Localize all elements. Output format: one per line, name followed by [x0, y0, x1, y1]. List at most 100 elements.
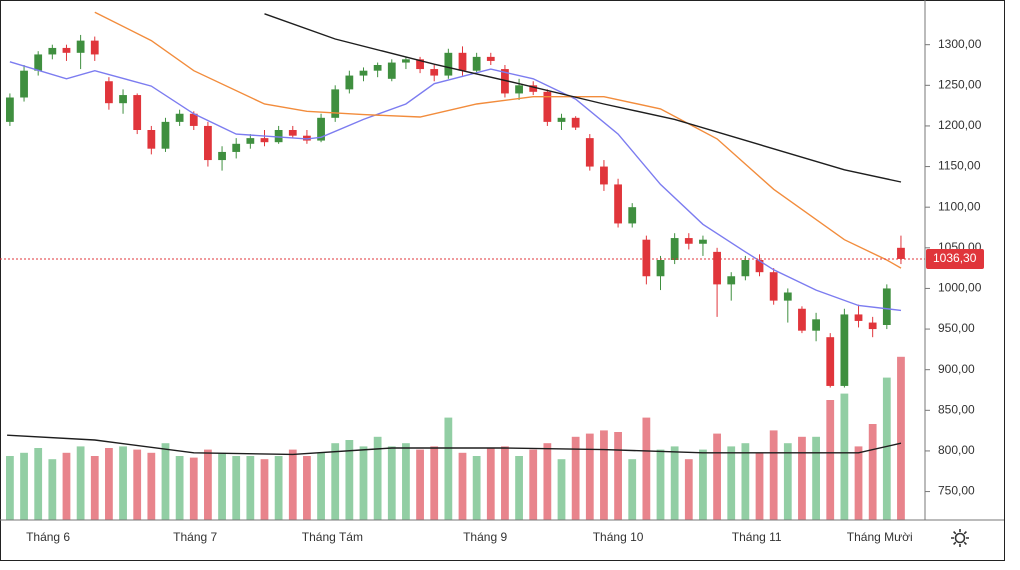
candle-body	[783, 292, 792, 301]
volume-bar	[246, 456, 255, 520]
candle-body	[387, 62, 396, 79]
candle-body	[798, 308, 806, 331]
volume-bar	[826, 400, 835, 520]
volume-bar	[161, 443, 170, 520]
volume-bar	[769, 430, 778, 520]
candle-body	[826, 337, 835, 386]
candle-body	[345, 75, 354, 90]
moving-average-line	[264, 13, 902, 183]
y-tick-label: 850,00	[938, 402, 975, 416]
volume-bar	[303, 456, 311, 520]
candle-body	[458, 52, 467, 71]
volume-bar	[543, 443, 552, 520]
volume-bar	[812, 436, 820, 520]
volume-bar	[317, 452, 325, 520]
volume-bar	[557, 459, 566, 520]
volume-bar	[571, 436, 580, 520]
y-tick-label: 1250,00	[938, 77, 982, 91]
x-tick-label: Tháng 6	[26, 530, 70, 544]
candle-body	[34, 54, 43, 71]
volume-bar	[741, 443, 750, 520]
candle-body	[204, 125, 212, 161]
candle-body	[6, 97, 14, 122]
volume-bar	[189, 457, 198, 520]
volume-bar	[798, 436, 806, 520]
candle-body	[769, 272, 778, 301]
volume-bar	[444, 417, 453, 520]
volume-bar	[34, 448, 43, 520]
y-tick-label: 1300,00	[938, 37, 982, 51]
volume-bar	[274, 456, 283, 520]
candle-body	[147, 130, 156, 149]
candle-body	[303, 135, 311, 141]
candle-body	[543, 91, 552, 122]
volume-bar	[472, 456, 481, 520]
volume-bar	[713, 433, 721, 520]
candle-body	[444, 52, 453, 76]
candle-body	[472, 56, 481, 71]
volume-average-line	[7, 434, 902, 456]
y-tick-label: 1100,00	[938, 199, 981, 213]
y-tick-label: 950,00	[938, 321, 975, 335]
x-tick-label: Tháng 9	[463, 530, 507, 544]
volume-bar	[387, 446, 396, 520]
candle-body	[331, 89, 340, 118]
candle-body	[76, 40, 85, 53]
candle-body	[812, 319, 820, 331]
x-tick-label: Tháng 11	[732, 530, 782, 544]
candle-body	[119, 95, 127, 104]
candle-body	[430, 69, 439, 76]
volume-bar	[628, 459, 637, 520]
y-tick-label: 1000,00	[938, 281, 982, 295]
candle-body	[713, 251, 721, 285]
volume-bar	[105, 448, 113, 520]
settings-icon[interactable]	[951, 529, 969, 547]
volume-bar	[585, 433, 594, 520]
volume-bar	[20, 452, 28, 520]
candle-body	[48, 47, 57, 55]
volume-bar	[430, 446, 439, 520]
volume-bar	[416, 449, 424, 520]
volume-bar	[656, 449, 665, 520]
candle-body	[133, 95, 142, 130]
volume-bar	[684, 459, 693, 520]
candle-body	[260, 138, 269, 143]
volume-bar	[373, 436, 382, 520]
volume-bar	[288, 449, 297, 520]
volume-bar	[119, 446, 127, 520]
candle-body	[416, 59, 424, 70]
volume-bar	[868, 424, 877, 520]
y-tick-label: 750,00	[938, 484, 975, 498]
axes: 1300,001250,001200,001150,001100,001050,…	[26, 37, 984, 544]
candle-body	[359, 70, 368, 76]
candle-body	[670, 238, 679, 260]
volume-bar	[175, 456, 184, 520]
y-tick-label: 900,00	[938, 362, 975, 376]
candle-body	[189, 113, 198, 126]
volume-bar	[331, 443, 340, 520]
candle-body	[882, 288, 891, 325]
volume-layer	[6, 356, 905, 520]
volume-bar	[76, 446, 85, 520]
candle-body	[62, 47, 71, 53]
candle-body	[288, 130, 297, 136]
volume-bar	[62, 452, 71, 520]
candle-body	[755, 260, 764, 273]
x-tick-label: Tháng 10	[593, 530, 644, 544]
volume-bar	[727, 446, 736, 520]
volume-bar	[147, 452, 156, 520]
candle-body	[161, 121, 170, 149]
candle-body	[373, 65, 382, 71]
candle-body	[642, 239, 651, 277]
candle-body	[529, 85, 538, 92]
y-tick-label: 800,00	[938, 443, 975, 457]
candle-body	[741, 260, 750, 277]
volume-bar	[529, 449, 538, 520]
last-price-tag	[926, 248, 984, 269]
candle-body	[727, 276, 736, 285]
candle-body	[684, 238, 693, 244]
candle-body	[317, 117, 325, 141]
last-price-label: 1036,30	[933, 251, 977, 265]
candle-body	[246, 138, 255, 144]
